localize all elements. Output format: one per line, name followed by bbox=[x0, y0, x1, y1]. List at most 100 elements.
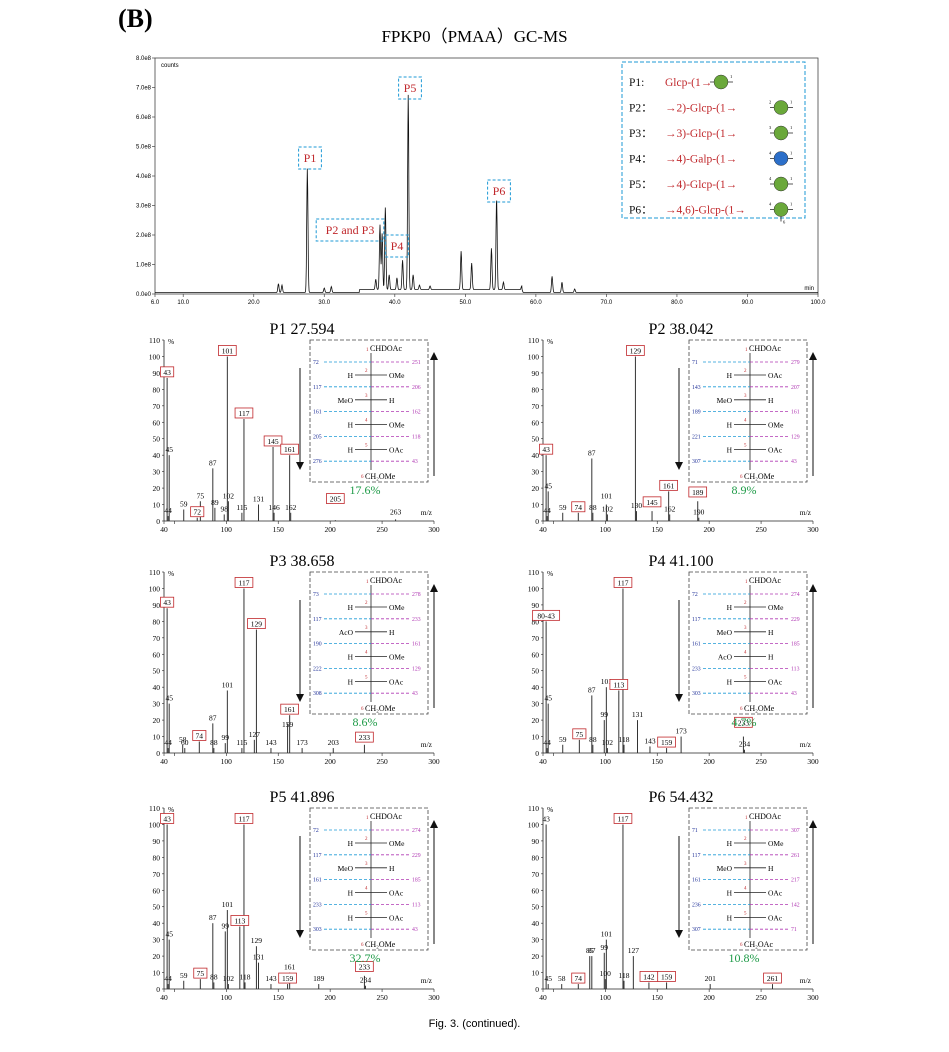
spectrum-title: P5 41.896 bbox=[270, 789, 335, 806]
chromatogram-legend: P1: Glcp-(1→ 1 P2： →2)-Glcp-(1→ 1 2 P3： →3)-Glcp… bbox=[621, 61, 806, 225]
peak-label-box bbox=[234, 813, 254, 824]
x-tick-label: 300 bbox=[807, 993, 819, 1002]
substituent-right: OAc bbox=[389, 677, 404, 686]
substituent-right: OAc bbox=[768, 371, 783, 380]
peak-label: 127 bbox=[249, 730, 261, 739]
arrow-down-head-icon bbox=[296, 930, 304, 938]
peak-label: 143 bbox=[644, 736, 656, 745]
substituent-right: OAc bbox=[768, 913, 783, 922]
peak-label: 75 bbox=[576, 730, 584, 739]
substituent-left: MeO bbox=[717, 628, 733, 637]
chromatogram-trace bbox=[155, 94, 818, 293]
y-axis-label: % bbox=[168, 805, 174, 814]
substituent-left: H bbox=[727, 839, 733, 848]
fragment-mass-left: 236 bbox=[692, 902, 701, 908]
x-tick-label: 100.0 bbox=[810, 300, 826, 306]
x-tick-label: 150 bbox=[652, 757, 664, 766]
fragment-mass-left: 307 bbox=[692, 927, 701, 933]
peak-label: 60 bbox=[181, 738, 189, 747]
structure-bottom: CH₂OMe bbox=[365, 940, 396, 949]
linkage-position: 1 bbox=[790, 202, 792, 207]
y-tick-label: 50 bbox=[532, 435, 540, 444]
substituent-right: OMe bbox=[389, 603, 405, 612]
substituent-left: H bbox=[348, 839, 354, 848]
y-tick-label: 30 bbox=[153, 936, 161, 945]
peak-label: 72 bbox=[193, 508, 201, 517]
peak-label: 201 bbox=[705, 974, 717, 983]
x-tick-label: 40 bbox=[160, 525, 168, 534]
y-tick-label: 110 bbox=[149, 336, 160, 345]
fragment-mass-right: 113 bbox=[412, 902, 421, 908]
spectrum-title: P6 54.432 bbox=[649, 789, 714, 806]
fragment-mass-left: 143 bbox=[692, 385, 701, 391]
percentage-label: 4.7% bbox=[732, 715, 757, 729]
peak-label-box bbox=[571, 972, 586, 984]
legend-box bbox=[621, 61, 806, 219]
legend-text: Glcp-(1→ bbox=[665, 77, 712, 89]
carbon-number: 1 bbox=[366, 816, 369, 821]
peak-label: 87 bbox=[209, 913, 217, 922]
fragment-mass-right: 206 bbox=[412, 385, 421, 391]
substituent-right: OMe bbox=[389, 371, 405, 380]
fragment-mass-left: 222 bbox=[313, 666, 322, 672]
peak-label: 129 bbox=[630, 346, 642, 355]
fragment-mass-left: 307 bbox=[692, 459, 701, 465]
carbon-number: 5 bbox=[365, 443, 368, 448]
fragment-mass-left: 71 bbox=[692, 360, 698, 366]
peak-label: 101 bbox=[222, 900, 234, 909]
peak-label: 45 bbox=[165, 930, 173, 939]
y-tick-label: 60 bbox=[532, 650, 540, 659]
fragment-mass-left: 117 bbox=[692, 617, 701, 623]
y-tick-label: 10 bbox=[153, 733, 161, 742]
fragment-mass-right: 274 bbox=[791, 592, 800, 598]
y-tick-label: 5.0e8 bbox=[136, 145, 152, 151]
x-axis-label: m/z bbox=[800, 976, 812, 985]
substituent-right: OMe bbox=[389, 421, 405, 430]
x-tick-label: 40.0 bbox=[389, 300, 401, 306]
fragment-mass-right: 261 bbox=[791, 853, 800, 859]
linkage-position: 1 bbox=[790, 176, 792, 181]
carbon-number: 4 bbox=[365, 419, 368, 424]
panel-label: (B) bbox=[118, 4, 153, 33]
linkage-position: 3 bbox=[769, 125, 772, 130]
peak-label: 102 bbox=[602, 738, 614, 747]
peak-label: 127 bbox=[628, 946, 640, 955]
fragment-mass-left: 276 bbox=[313, 459, 322, 465]
y-tick-label: 110 bbox=[528, 568, 539, 577]
y-tick-label: 0 bbox=[156, 749, 160, 758]
peak-label-box bbox=[355, 731, 374, 743]
substituent-left: MeO bbox=[338, 396, 354, 405]
y-tick-label: 60 bbox=[532, 886, 540, 895]
peak-label: 99 bbox=[601, 710, 609, 719]
arrow-up-head-icon bbox=[430, 584, 438, 592]
x-tick-label: 60.0 bbox=[530, 300, 542, 306]
structure-bottom: CH₂OAc bbox=[744, 940, 773, 949]
peak-label: 58 bbox=[179, 735, 187, 744]
y-tick-label: 100 bbox=[528, 352, 540, 361]
x-tick-label: 250 bbox=[376, 757, 388, 766]
legend-text: →3)-Glcp-(1→ bbox=[665, 128, 737, 140]
peak-label: 117 bbox=[617, 814, 628, 823]
peak-label: 161 bbox=[663, 481, 675, 490]
y-tick-label: 100 bbox=[149, 820, 161, 829]
linkage-position: 4 bbox=[769, 151, 772, 156]
y-tick-label: 50 bbox=[153, 903, 161, 912]
y-tick-label: 80 bbox=[532, 853, 540, 862]
carbon-number: 1 bbox=[366, 348, 369, 353]
peak-label-box bbox=[659, 479, 678, 491]
y-tick-label: 50 bbox=[532, 903, 540, 912]
peak-label: 233 bbox=[738, 718, 750, 727]
peak-label: 88 bbox=[589, 735, 597, 744]
structure-bottom: CH₂OMe bbox=[744, 472, 775, 481]
peak-label: 45 bbox=[544, 481, 552, 490]
substituent-right: OMe bbox=[768, 421, 784, 430]
x-tick-label: 200 bbox=[704, 757, 716, 766]
linkage-position: 1 bbox=[790, 100, 792, 105]
y-tick-label: 8.0e8 bbox=[136, 56, 152, 62]
y-axis-label: % bbox=[547, 805, 553, 814]
peak-label: 101 bbox=[601, 930, 613, 939]
y-tick-label: 50 bbox=[153, 667, 161, 676]
fragment-mass-right: 207 bbox=[791, 385, 800, 391]
peak-label-box bbox=[657, 971, 676, 982]
